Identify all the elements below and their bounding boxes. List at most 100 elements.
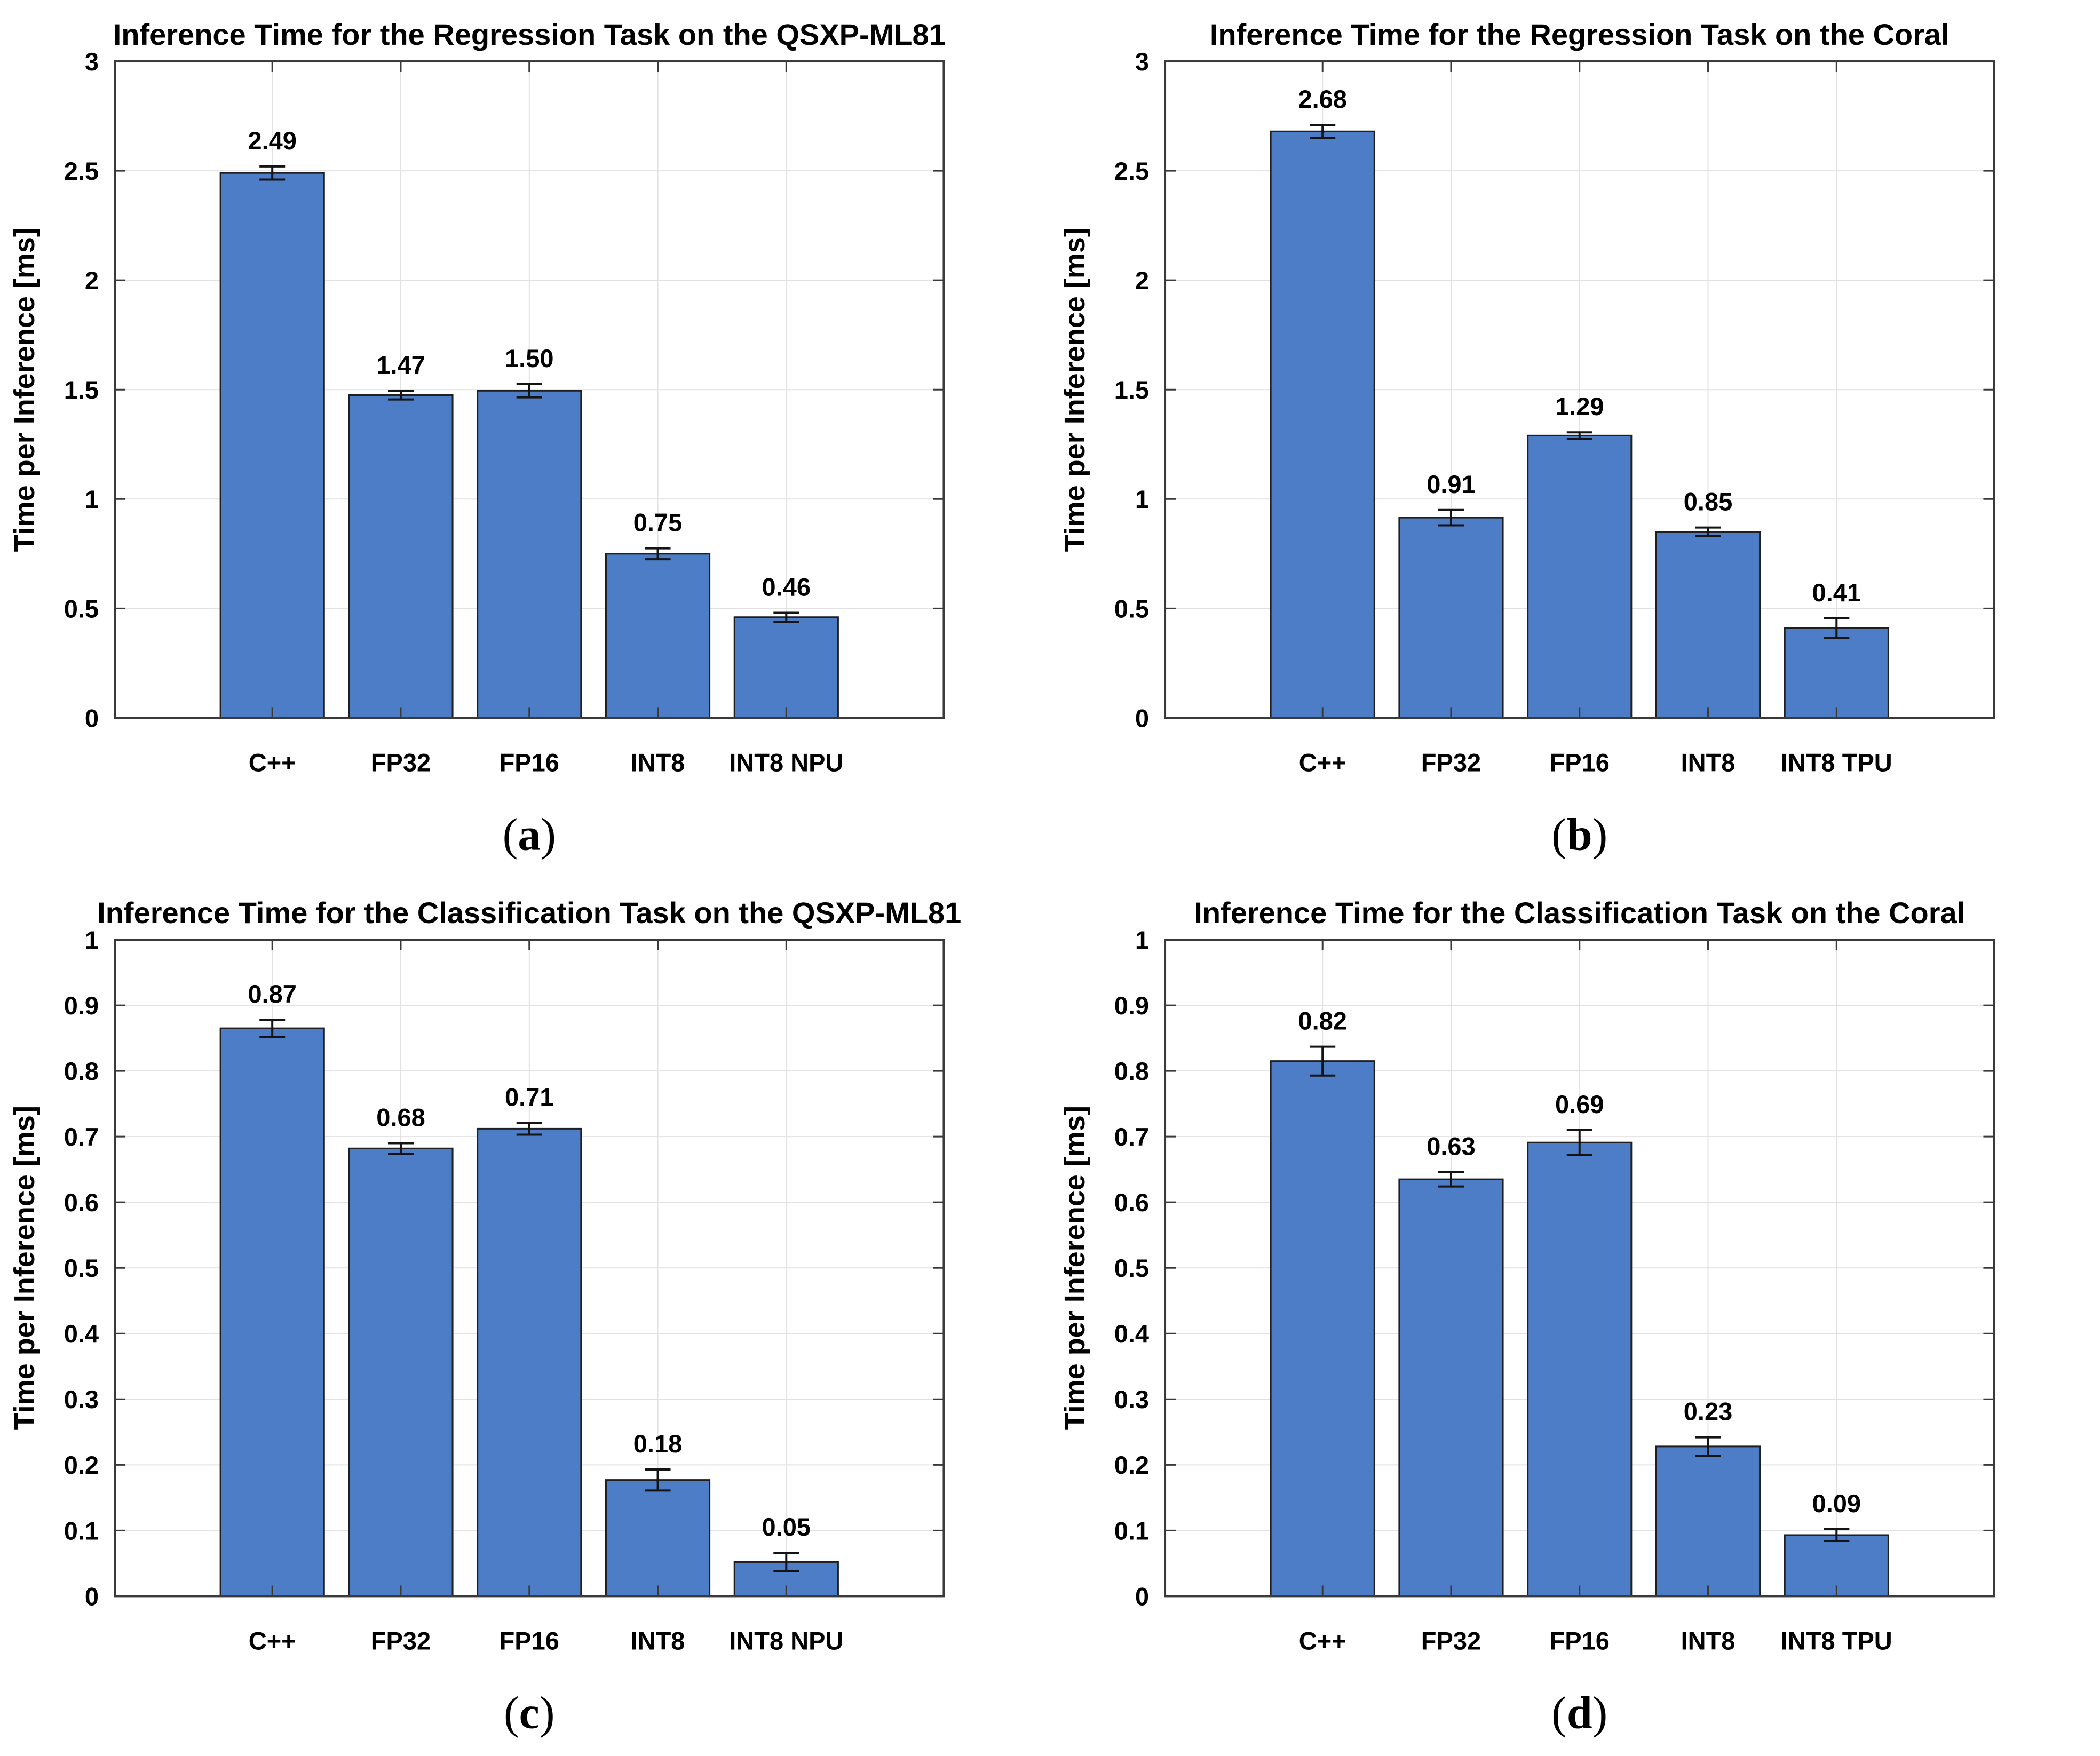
- x-category-label: FP32: [1421, 748, 1480, 776]
- bar: [1526, 434, 1632, 719]
- y-tick-label: 0.1: [64, 1516, 99, 1545]
- y-tick-label: 1: [1135, 485, 1148, 513]
- caption-paren-close: ): [1592, 1687, 1607, 1738]
- caption-letter: d: [1566, 1687, 1592, 1738]
- axis-box: [1163, 60, 1995, 719]
- chart-title: Inference Time for the Classification Ta…: [1194, 896, 1965, 929]
- y-tick-label: 0: [85, 704, 99, 732]
- bar: [1655, 531, 1761, 719]
- y-axis-label: Time per Inference [ms]: [1059, 1106, 1091, 1430]
- caption-paren-open: (: [504, 1687, 519, 1738]
- y-tick-label: 0.9: [64, 991, 99, 1019]
- y-tick-label: 0.2: [1114, 1451, 1148, 1479]
- y-tick-label: 0.5: [1114, 594, 1148, 623]
- x-category-label: FP16: [500, 1626, 559, 1655]
- bar: [1270, 1060, 1375, 1597]
- error-bars: [259, 1018, 799, 1572]
- y-tick-label: 1: [1135, 925, 1148, 954]
- bar-value-label: 2.49: [248, 126, 296, 155]
- axis-box: [114, 60, 945, 719]
- bar-value-label: 0.68: [376, 1103, 425, 1131]
- caption-paren-open: (: [1551, 1687, 1567, 1738]
- chart-panel-d: 0 0.1 0.2 0.3 0.4 0.5 0.6 0.7 0.8 0.9 1 C++ FP32 FP16…: [1050, 878, 2100, 1756]
- y-axis-label: Time per Inference [ms]: [9, 227, 41, 552]
- panel-caption: (b): [1551, 808, 1607, 860]
- caption-paren-open: (: [1551, 808, 1567, 860]
- bar-series: [1270, 130, 1889, 719]
- chart-d-svg: 0 0.1 0.2 0.3 0.4 0.5 0.6 0.7 0.8 0.9 1 C++ FP32 FP16…: [1050, 878, 2100, 1756]
- bar: [348, 394, 454, 719]
- bar-series: [219, 172, 839, 719]
- bar-value-label: 1.50: [505, 344, 553, 372]
- bar-value-label: 1.47: [376, 351, 425, 379]
- y-tick-label: 0.4: [64, 1320, 99, 1348]
- y-tick-label: 0.4: [1114, 1320, 1148, 1348]
- y-tick-label: 0.3: [64, 1385, 99, 1413]
- chart-b-svg: 0 0.5 1 1.5 2 2.5 3 C++ FP32 FP16 INT8 INT8 TPU 2.68…: [1050, 0, 2100, 878]
- bar-value-label: 2.68: [1298, 85, 1346, 113]
- axis-box: [114, 938, 945, 1597]
- bar: [605, 553, 711, 719]
- error-bars: [1309, 123, 1849, 639]
- chart-a-svg: 0 0.5 1 1.5 2 2.5 3 C++ FP32 FP16 INT8 INT8 NPU 2.49…: [0, 0, 1050, 878]
- y-tick-label: 0.6: [1114, 1188, 1148, 1217]
- bar: [605, 1479, 711, 1597]
- y-tick-label: 2: [85, 266, 99, 295]
- x-category-label: INT8: [631, 748, 685, 776]
- bar: [1270, 130, 1375, 719]
- bar-value-label: 0.63: [1427, 1132, 1475, 1160]
- y-tick-label: 0.6: [64, 1188, 99, 1217]
- y-tick-label: 2: [1135, 266, 1148, 295]
- error-bars: [1309, 1045, 1849, 1542]
- x-category-label: C++: [249, 1626, 296, 1655]
- bar-series: [219, 1027, 839, 1597]
- bar: [219, 172, 325, 719]
- x-category-label: FP16: [1549, 1626, 1609, 1655]
- y-tick-label: 0.8: [1114, 1057, 1148, 1085]
- y-tick-label: 1: [85, 485, 99, 513]
- bar-value-label: 0.69: [1555, 1090, 1604, 1118]
- bar-value-label: 0.87: [248, 980, 296, 1008]
- bar: [1398, 1178, 1504, 1597]
- chart-panel-b: 0 0.5 1 1.5 2 2.5 3 C++ FP32 FP16 INT8 INT8 TPU 2.68…: [1050, 0, 2100, 878]
- x-category-label: C++: [1298, 748, 1346, 776]
- y-tick-label: 1: [85, 925, 99, 954]
- panel-caption: (d): [1551, 1687, 1607, 1738]
- caption-paren-close: ): [1592, 808, 1607, 860]
- y-tick-label: 2.5: [64, 157, 99, 185]
- y-axis-label: Time per Inference [ms]: [9, 1106, 41, 1430]
- y-tick-label: 0.5: [1114, 1254, 1148, 1282]
- x-category-label: INT8 NPU: [729, 748, 843, 776]
- chart-panel-a: 0 0.5 1 1.5 2 2.5 3 C++ FP32 FP16 INT8 INT8 NPU 2.49…: [0, 0, 1050, 878]
- chart-title: Inference Time for the Regression Task o…: [1209, 18, 1949, 51]
- x-category-label: INT8: [1681, 1626, 1735, 1655]
- y-tick-label: 0.2: [64, 1451, 99, 1479]
- y-tick-label: 0: [85, 1582, 99, 1610]
- x-category-label: FP32: [371, 748, 431, 776]
- bar: [477, 390, 582, 719]
- x-category-label: FP32: [1421, 1626, 1480, 1655]
- caption-letter: b: [1566, 808, 1592, 860]
- x-category-label: FP16: [500, 748, 559, 776]
- y-tick-label: 0.9: [1114, 991, 1148, 1019]
- bar: [1526, 1141, 1632, 1597]
- chart-title: Inference Time for the Classification Ta…: [97, 896, 961, 929]
- bar-value-label: 0.05: [762, 1513, 811, 1541]
- y-tick-label: 3: [1135, 47, 1148, 76]
- bar-value-label: 0.23: [1683, 1397, 1732, 1425]
- bar-value-label: 0.85: [1683, 488, 1732, 516]
- y-tick-label: 0.1: [1114, 1516, 1148, 1545]
- bar: [1784, 627, 1889, 719]
- y-tick-label: 0.5: [64, 1254, 99, 1282]
- error-bars: [259, 165, 799, 623]
- bar: [1655, 1445, 1761, 1597]
- bar-value-label: 0.75: [633, 508, 682, 537]
- x-category-label: C++: [1298, 1626, 1346, 1655]
- y-tick-label: 0.7: [64, 1123, 99, 1151]
- panel-caption: (a): [503, 808, 556, 860]
- bar-value-label: 0.71: [505, 1083, 553, 1111]
- caption-paren-close: ): [541, 808, 556, 860]
- y-tick-label: 0.3: [1114, 1385, 1148, 1413]
- y-tick-label: 1.5: [64, 376, 99, 404]
